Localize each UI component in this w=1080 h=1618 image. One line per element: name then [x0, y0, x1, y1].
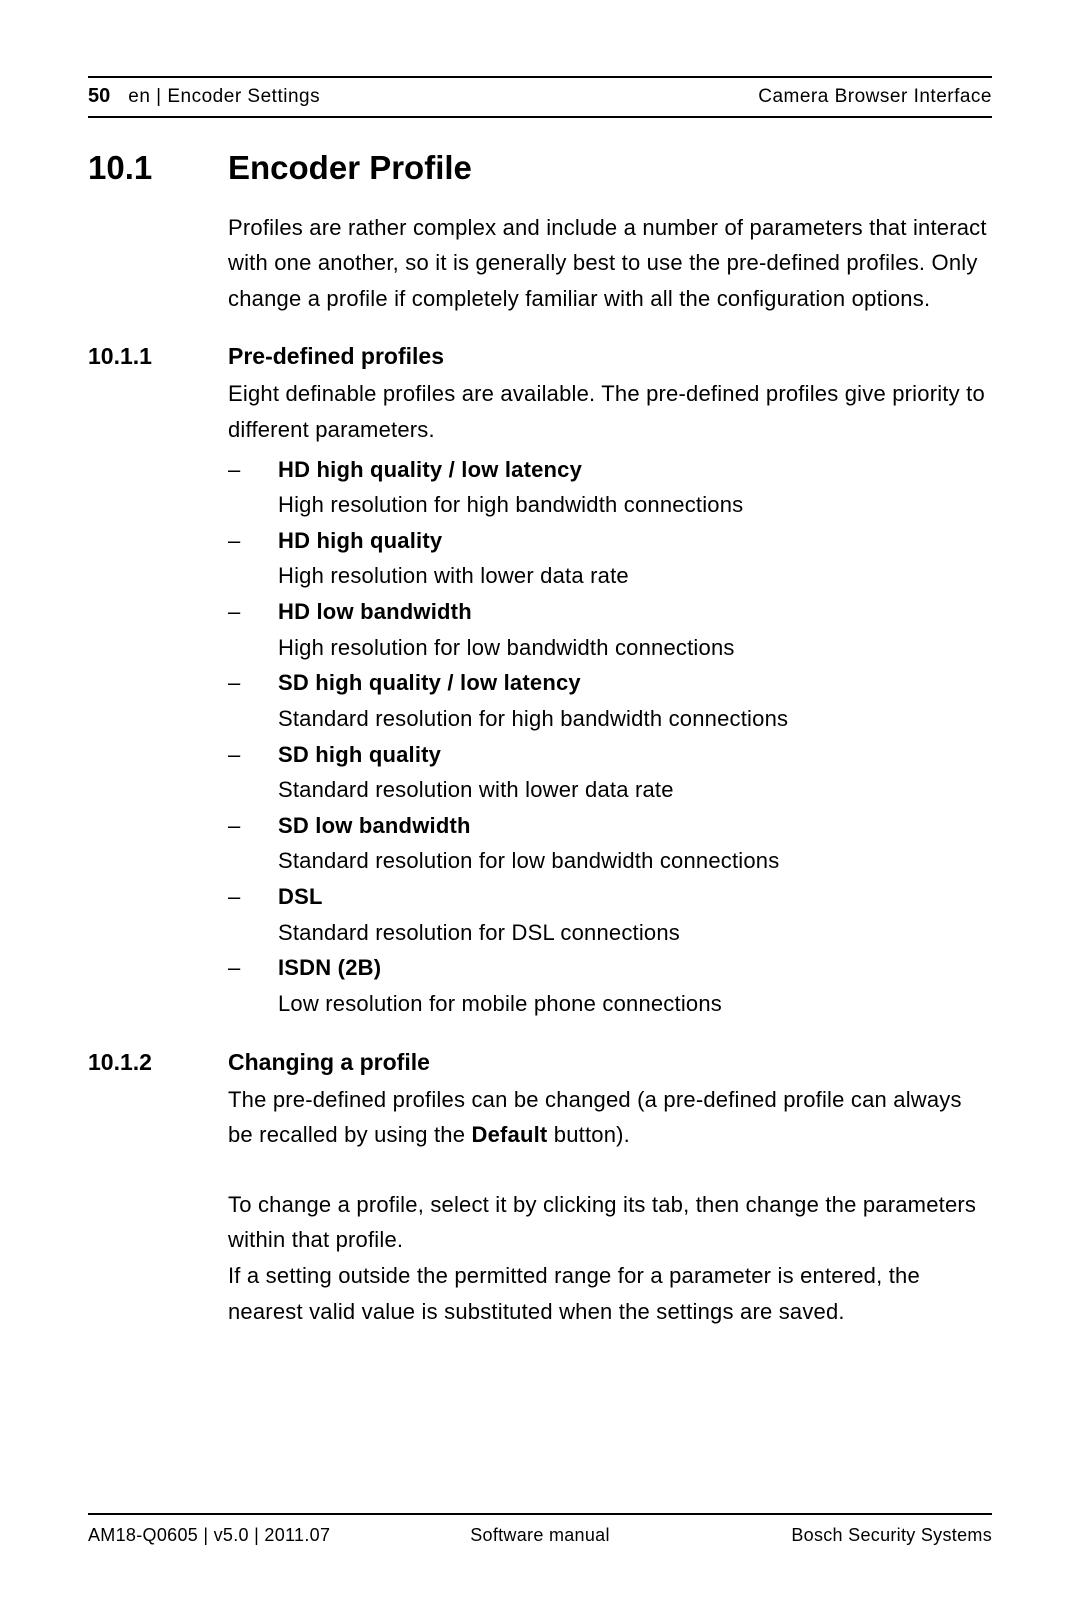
- page-footer: AM18-Q0605 | v5.0 | 2011.07 Software man…: [88, 1513, 992, 1546]
- section-10-1-1-body: Eight definable profiles are available. …: [228, 376, 992, 1021]
- paragraph: The pre-defined profiles can be changed …: [228, 1082, 992, 1153]
- text: button).: [547, 1122, 630, 1147]
- list-item: –ISDN (2B) Low resolution for mobile phon…: [228, 950, 992, 1021]
- profile-content: SD high quality / low latency Standard re…: [278, 665, 992, 736]
- footer-center: Software manual: [470, 1525, 610, 1546]
- subsection-number: 10.1.1: [88, 342, 228, 372]
- subsection-title: Changing a profile: [228, 1048, 430, 1078]
- profile-name: SD high quality: [278, 742, 441, 767]
- dash-bullet: –: [228, 879, 278, 950]
- subsection-heading-10-1-2: 10.1.2 Changing a profile: [88, 1048, 992, 1078]
- list-item: –SD high quality Standard resolution with…: [228, 737, 992, 808]
- section-10-1-intro: Profiles are rather complex and include …: [228, 210, 992, 317]
- profile-desc: Low resolution for mobile phone connecti…: [278, 986, 992, 1022]
- profile-desc: High resolution for high bandwidth conne…: [278, 487, 992, 523]
- paragraph: Eight definable profiles are available. …: [228, 376, 992, 447]
- profile-content: SD high quality Standard resolution with …: [278, 737, 992, 808]
- profile-desc: High resolution for low bandwidth connec…: [278, 630, 992, 666]
- profile-desc: High resolution with lower data rate: [278, 558, 992, 594]
- list-item: –HD high quality High resolution with low…: [228, 523, 992, 594]
- profile-content: SD low bandwidth Standard resolution for …: [278, 808, 992, 879]
- profile-desc: Standard resolution with lower data rate: [278, 772, 992, 808]
- header-left: 50 en | Encoder Settings: [88, 85, 320, 108]
- profile-content: DSL Standard resolution for DSL connectio…: [278, 879, 992, 950]
- profile-content: HD high quality / low latency High resolu…: [278, 452, 992, 523]
- default-button-ref: Default: [472, 1122, 548, 1147]
- profile-name: HD high quality / low latency: [278, 457, 582, 482]
- dash-bullet: –: [228, 808, 278, 879]
- footer-left: AM18-Q0605 | v5.0 | 2011.07: [88, 1525, 330, 1546]
- profile-name: SD low bandwidth: [278, 813, 471, 838]
- profile-list: –HD high quality / low latencyHigh resol…: [228, 452, 992, 1022]
- dash-bullet: –: [228, 737, 278, 808]
- list-item: –DSL Standard resolution for DSL connecti…: [228, 879, 992, 950]
- paragraph: Profiles are rather complex and include …: [228, 210, 992, 317]
- list-item: –SD low bandwidth Standard resolution for…: [228, 808, 992, 879]
- section-heading-10-1: 10.1 Encoder Profile: [88, 148, 992, 188]
- dash-bullet: –: [228, 950, 278, 1021]
- profile-content: HD low bandwidth High resolution for low …: [278, 594, 992, 665]
- list-item: –SD high quality / low latency Standard r…: [228, 665, 992, 736]
- section-number: 10.1: [88, 148, 228, 188]
- paragraph: If a setting outside the permitted range…: [228, 1258, 992, 1329]
- dash-bullet: –: [228, 452, 278, 523]
- profile-name: SD high quality / low latency: [278, 670, 581, 695]
- footer-right: Bosch Security Systems: [791, 1525, 992, 1546]
- subsection-heading-10-1-1: 10.1.1 Pre-defined profiles: [88, 342, 992, 372]
- header-doc-title: Camera Browser Interface: [758, 86, 992, 108]
- page-header: 50 en | Encoder Settings Camera Browser …: [88, 76, 992, 118]
- dash-bullet: –: [228, 665, 278, 736]
- profile-desc: Standard resolution for DSL connections: [278, 915, 992, 951]
- profile-name: HD low bandwidth: [278, 599, 472, 624]
- profile-name: ISDN (2B): [278, 955, 381, 980]
- section-title: Encoder Profile: [228, 148, 472, 188]
- subsection-title: Pre-defined profiles: [228, 342, 444, 372]
- profile-desc: Standard resolution for high bandwidth c…: [278, 701, 992, 737]
- breadcrumb: en | Encoder Settings: [128, 86, 320, 108]
- profile-name: DSL: [278, 884, 323, 909]
- profile-desc: Standard resolution for low bandwidth co…: [278, 843, 992, 879]
- profile-content: HD high quality High resolution with lowe…: [278, 523, 992, 594]
- section-10-1-2-body: The pre-defined profiles can be changed …: [228, 1082, 992, 1330]
- dash-bullet: –: [228, 523, 278, 594]
- dash-bullet: –: [228, 594, 278, 665]
- list-item: –HD low bandwidth High resolution for low…: [228, 594, 992, 665]
- subsection-number: 10.1.2: [88, 1048, 228, 1078]
- page-number: 50: [88, 85, 110, 108]
- profile-name: HD high quality: [278, 528, 442, 553]
- paragraph: To change a profile, select it by clicki…: [228, 1187, 992, 1258]
- list-item: –HD high quality / low latency High resol…: [228, 452, 992, 523]
- profile-content: ISDN (2B) Low resolution for mobile phone…: [278, 950, 992, 1021]
